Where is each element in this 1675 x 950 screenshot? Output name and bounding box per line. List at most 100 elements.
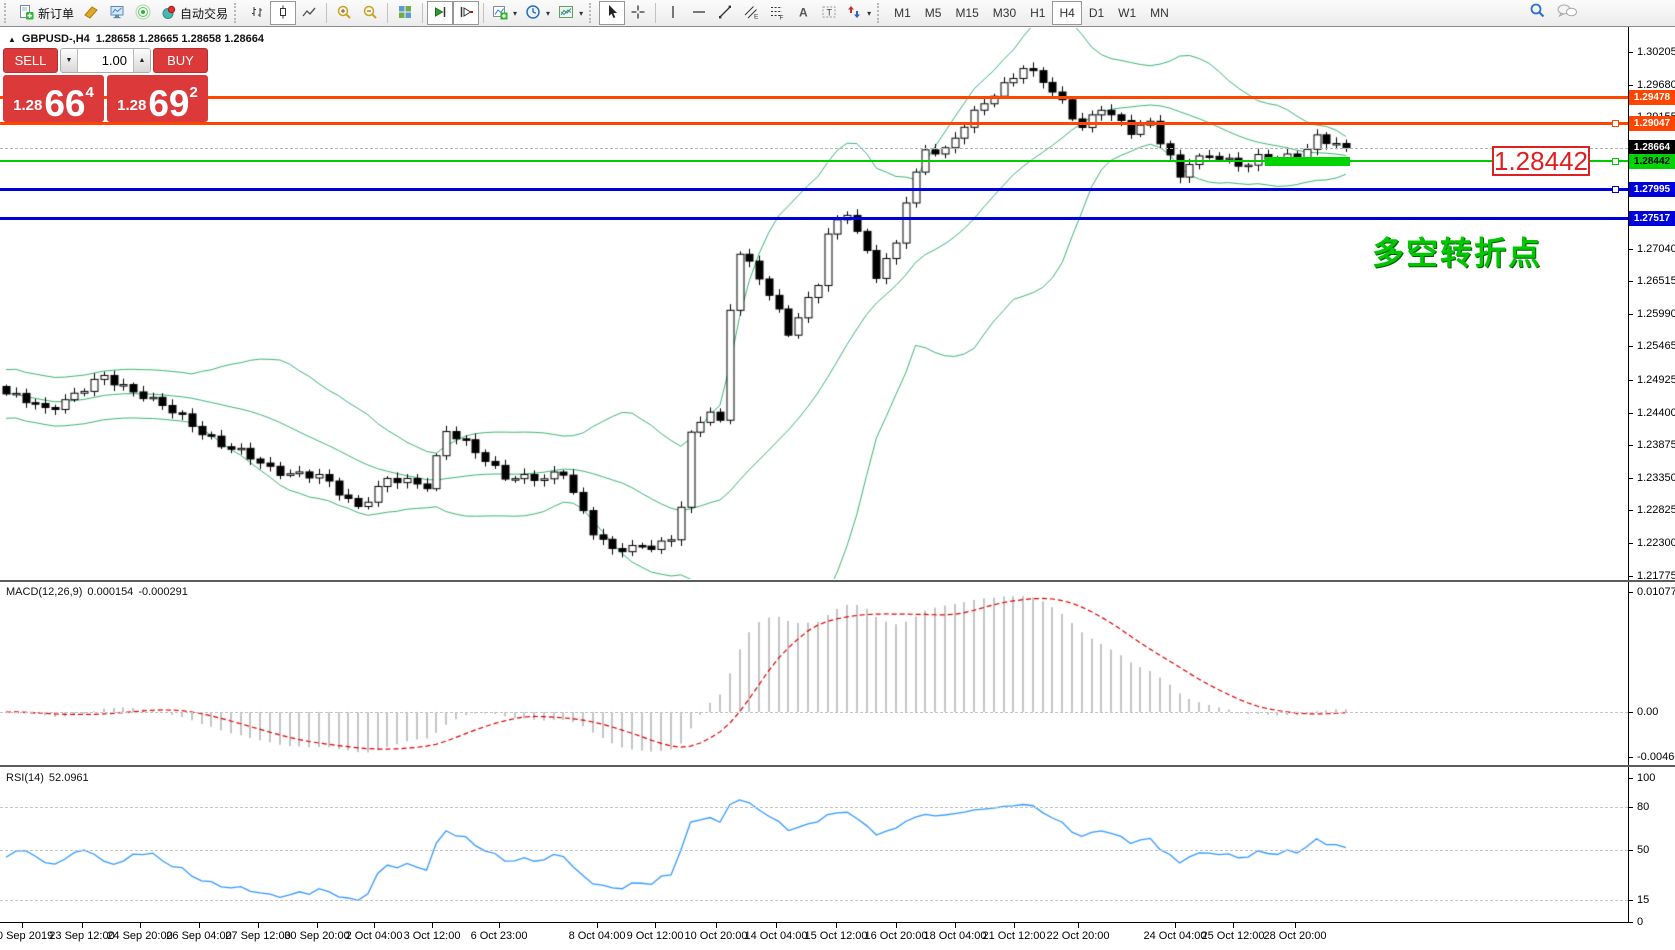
time-tick xyxy=(836,923,837,928)
add-indicator-button[interactable]: ▾ xyxy=(488,1,521,25)
line-handle[interactable] xyxy=(1612,185,1619,193)
bid-price-line xyxy=(0,147,1628,149)
new-order-label: 新订单 xyxy=(38,6,75,21)
time-tick xyxy=(1014,923,1015,928)
price-tick-label: 1.24925 xyxy=(1637,373,1675,386)
macd-main-value: 0.000154 xyxy=(87,586,134,598)
timeframe-H4[interactable]: H4 xyxy=(1052,1,1082,25)
search-icon[interactable] xyxy=(1529,2,1546,24)
timeframe-D1[interactable]: D1 xyxy=(1082,1,1111,25)
macd-tick-label: 0.010775 xyxy=(1637,586,1675,598)
zoom-out-button[interactable] xyxy=(357,1,383,25)
price-axis-line[interactable] xyxy=(1628,27,1629,923)
panel-separator-macd[interactable] xyxy=(0,580,1675,582)
sell-button[interactable]: SELL xyxy=(3,48,58,73)
templates-dropdown-arrow[interactable]: ▾ xyxy=(579,8,584,18)
macd-tick-label: 0.00 xyxy=(1637,706,1659,718)
horizontal-line-1.28442[interactable] xyxy=(0,160,1628,163)
timeframe-MN[interactable]: MN xyxy=(1143,1,1176,25)
line-handle[interactable] xyxy=(1612,120,1619,128)
time-axis-line[interactable] xyxy=(0,922,1629,923)
price-tick-label: 1.25465 xyxy=(1637,340,1675,353)
horizontal-line-1.29047[interactable] xyxy=(0,122,1628,126)
price-tag-1.27995: 1.27995 xyxy=(1629,181,1675,197)
horizontal-line-1.27517[interactable] xyxy=(0,217,1628,221)
buy-price-box[interactable]: 1.28 69 2 xyxy=(107,75,208,122)
oneclick-collapse-arrow[interactable]: ▲ xyxy=(8,34,16,44)
rsi-level-80 xyxy=(0,806,1628,808)
horizontal-line-icon xyxy=(691,4,707,23)
price-tick-label: 1.23350 xyxy=(1637,471,1675,484)
periods-dropdown-arrow[interactable]: ▾ xyxy=(546,8,551,18)
periods-button[interactable]: ▾ xyxy=(521,1,554,25)
chat-icon[interactable] xyxy=(1556,3,1578,24)
chart-shift-button[interactable] xyxy=(453,1,480,25)
timeframe-H1[interactable]: H1 xyxy=(1023,1,1052,25)
buy-price-sup: 2 xyxy=(189,84,198,101)
new-order-button[interactable]: 新订单 xyxy=(14,1,78,25)
auto-scroll-button[interactable] xyxy=(427,1,454,25)
candlestick-chart-button[interactable] xyxy=(270,1,297,25)
highlight-zone[interactable] xyxy=(1264,156,1350,166)
timeframe-M1[interactable]: M1 xyxy=(887,1,918,25)
price-tick-mark xyxy=(1628,445,1633,447)
bar-chart-button[interactable] xyxy=(244,1,270,25)
horizontal-line-1.27995[interactable] xyxy=(0,187,1628,191)
macd-tick-mark xyxy=(1628,592,1633,593)
turning-point-annotation[interactable]: 多空转折点 xyxy=(1372,235,1543,271)
price-tick-label: 1.23875 xyxy=(1637,439,1675,452)
templates-button[interactable]: ▾ xyxy=(554,1,587,25)
toolbar-separator xyxy=(422,3,424,23)
price-tag-1.29047: 1.29047 xyxy=(1629,116,1675,132)
timeframe-M5[interactable]: M5 xyxy=(918,1,949,25)
toolbar-separator xyxy=(387,3,389,23)
arrows-tool-button[interactable]: ▾ xyxy=(842,1,875,25)
panel-separator-rsi[interactable] xyxy=(0,765,1675,767)
crosshair-tool-button[interactable] xyxy=(625,1,651,25)
zoom-in-button[interactable] xyxy=(331,1,357,25)
styles-button[interactable] xyxy=(78,1,104,25)
sell-price-big: 66 xyxy=(44,82,86,124)
cursor-tool-button[interactable] xyxy=(599,1,626,25)
rsi-tick-mark xyxy=(1628,922,1633,923)
vertical-line-tool-button[interactable] xyxy=(660,1,686,25)
volume-increase-button[interactable]: ▲ xyxy=(133,49,150,72)
volume-decrease-button[interactable]: ▼ xyxy=(61,49,78,72)
horizontal-line-1.29478[interactable] xyxy=(0,95,1628,99)
volume-input[interactable] xyxy=(78,49,133,72)
text-label-tool-button[interactable]: T xyxy=(816,1,842,25)
text-tool-button[interactable]: A xyxy=(790,1,816,25)
toolbar-separator xyxy=(326,3,328,23)
timeframe-M30[interactable]: M30 xyxy=(986,1,1023,25)
add-indicator-dropdown-arrow[interactable]: ▾ xyxy=(513,8,518,18)
new-order-icon xyxy=(18,4,34,23)
arrows-dropdown-arrow[interactable]: ▾ xyxy=(867,8,872,18)
time-label: 15 Oct 12:00 xyxy=(804,930,868,942)
price-callout-label[interactable]: 1.28442 xyxy=(1492,146,1590,176)
toolbar-grip xyxy=(4,3,10,23)
toolbar-grip xyxy=(877,3,883,23)
sell-price-box[interactable]: 1.28 66 4 xyxy=(3,75,104,122)
channel-tool-button[interactable]: E xyxy=(738,1,764,25)
macd-name: MACD(12,26,9) xyxy=(6,586,83,598)
candlestick-chart-icon xyxy=(275,4,291,23)
publisher-button[interactable] xyxy=(104,1,130,25)
text-icon: A xyxy=(795,4,811,23)
price-tick-mark xyxy=(1628,510,1633,512)
signals-button[interactable] xyxy=(130,1,156,25)
trendline-tool-button[interactable] xyxy=(712,1,738,25)
rsi-tick-mark xyxy=(1628,806,1633,808)
buy-button[interactable]: BUY xyxy=(153,48,208,73)
fibonacci-tool-button[interactable]: F xyxy=(764,1,790,25)
auto-scroll-icon xyxy=(432,4,448,23)
timeframe-W1[interactable]: W1 xyxy=(1111,1,1143,25)
tile-windows-button[interactable] xyxy=(392,1,418,25)
line-chart-button[interactable] xyxy=(296,1,322,25)
sell-price-sup: 4 xyxy=(85,84,94,101)
autotrading-button[interactable]: 自动交易 xyxy=(156,1,232,25)
line-handle[interactable] xyxy=(1612,157,1619,165)
horizontal-line-tool-button[interactable] xyxy=(686,1,712,25)
timeframe-M15[interactable]: M15 xyxy=(948,1,985,25)
macd-label: MACD(12,26,9) 0.000154 -0.000291 xyxy=(6,586,188,598)
